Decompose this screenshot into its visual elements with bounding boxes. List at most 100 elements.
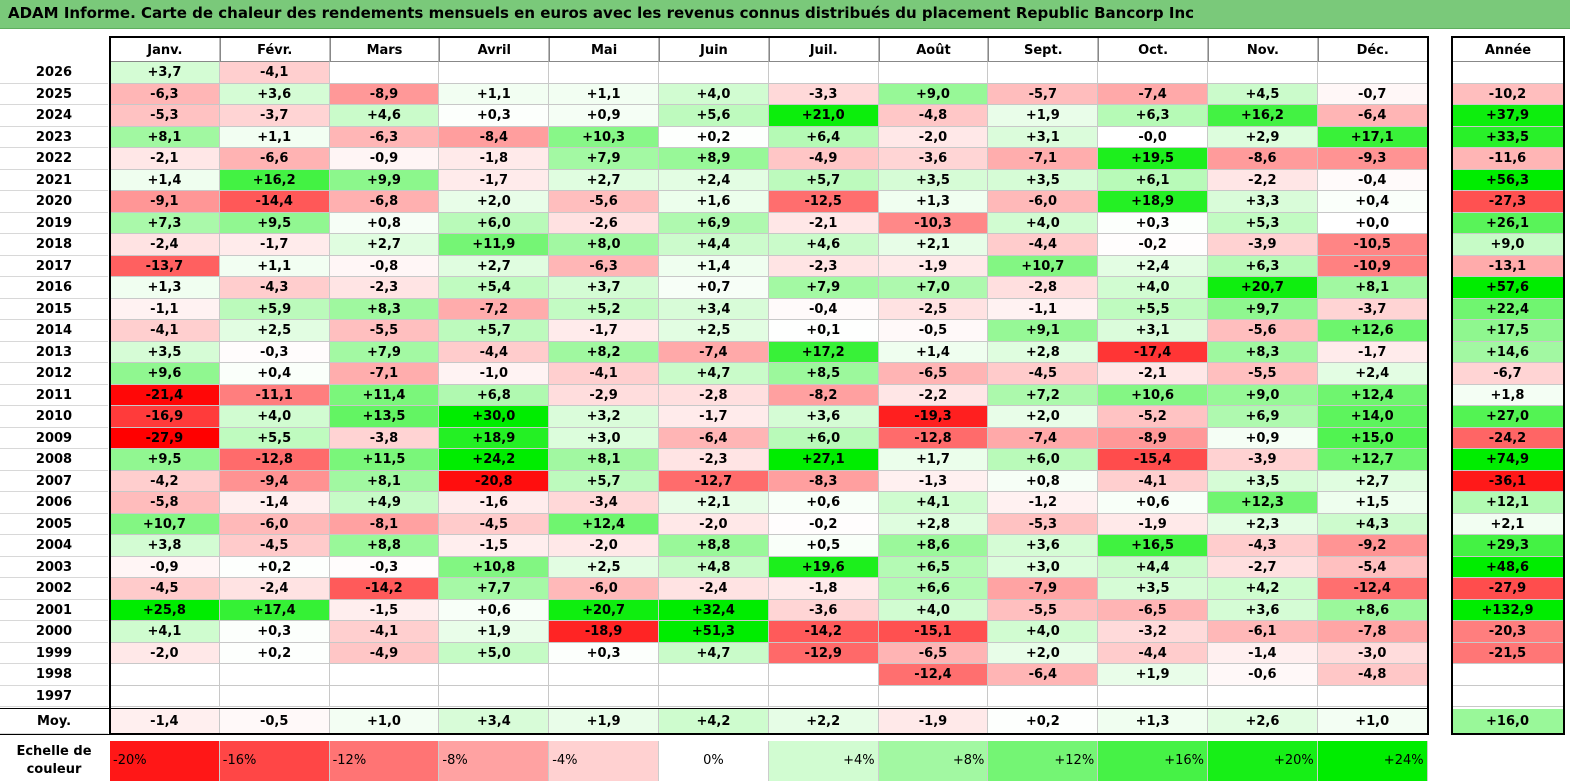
heatmap-cell: +2,8 [988, 341, 1099, 363]
scale-swatch: -16% [219, 741, 330, 781]
year-label: 2005 [0, 514, 108, 535]
heatmap-cell: +5,5 [1098, 298, 1208, 320]
heatmap-cell: -4,5 [439, 513, 550, 535]
heatmap-cell: +4,1 [878, 492, 989, 514]
heatmap-cell: -6,5 [878, 363, 989, 385]
heatmap-cell: +6,4 [768, 126, 879, 148]
year-total-cell: +22,4 [1452, 298, 1564, 320]
heatmap-cell: +0,7 [659, 277, 769, 299]
heatmap-cell: +3,5 [1208, 470, 1318, 492]
year-label: 2015 [0, 299, 108, 320]
average-cell: +3,4 [439, 709, 550, 734]
heatmap-cell [659, 685, 769, 707]
heatmap-cell: -6,3 [110, 83, 220, 105]
heatmap-cell: +6,5 [878, 556, 989, 578]
heatmap-cell: -12,8 [219, 449, 330, 471]
title-bar: ADAM Informe. Carte de chaleur des rende… [0, 0, 1570, 29]
heatmap-cell: -8,9 [1098, 427, 1208, 449]
heatmap-cell: +2,4 [659, 169, 769, 191]
heatmap-cell: -1,7 [549, 320, 659, 342]
heatmap-cell: +3,1 [988, 126, 1099, 148]
heatmap-cell: +5,7 [549, 470, 659, 492]
month-header: Déc. [1317, 37, 1428, 62]
heatmap-cell: +1,9 [439, 621, 550, 643]
heatmap-cell: +6,3 [1098, 105, 1208, 127]
heatmap-cell: -1,4 [219, 492, 330, 514]
heatmap-cell: -1,1 [110, 298, 220, 320]
year-total-cell: -13,1 [1452, 255, 1564, 277]
heatmap-cell: -4,3 [1208, 535, 1318, 557]
year-label: 2002 [0, 578, 108, 600]
heatmap-cell: +0,6 [439, 599, 550, 621]
heatmap-cell: +10,8 [439, 556, 550, 578]
heatmap-cell: +9,7 [1208, 298, 1318, 320]
heatmap-cell: +2,1 [659, 492, 769, 514]
heatmap-cell: -1,8 [439, 148, 550, 170]
heatmap-cell: +3,4 [659, 298, 769, 320]
year-total-cell: +29,3 [1452, 535, 1564, 557]
month-header: Août [878, 37, 989, 62]
heatmap-cell: +16,2 [1208, 105, 1318, 127]
year-total-cell: +132,9 [1452, 599, 1564, 621]
heatmap-cell: +12,3 [1208, 492, 1318, 514]
heatmap-cell: -7,4 [659, 341, 769, 363]
heatmap-cell: +16,2 [219, 169, 330, 191]
heatmap-cell: +1,9 [1098, 664, 1208, 686]
scale-swatch: +12% [988, 741, 1099, 781]
heatmap-cell: +3,5 [988, 169, 1099, 191]
year-total-cell [1452, 685, 1564, 707]
month-header: Sept. [988, 37, 1099, 62]
heatmap-cell: -7,8 [1317, 621, 1428, 643]
heatmap-cell: -7,4 [1098, 83, 1208, 105]
scale-swatch: -12% [329, 741, 440, 781]
heatmap-cell: +5,7 [439, 320, 550, 342]
heatmap-cell: +2,5 [219, 320, 330, 342]
year-total-cell: +2,1 [1452, 513, 1564, 535]
heatmap-cell: -4,5 [219, 535, 330, 557]
year-label: 2018 [0, 234, 108, 256]
heatmap-cell: -6,0 [988, 191, 1099, 213]
heatmap-cell: +4,3 [1317, 513, 1428, 535]
average-cell: +1,0 [1317, 709, 1428, 734]
year-total-header: Année [1452, 37, 1564, 62]
heatmap-cell: +10,6 [1098, 384, 1208, 406]
year-label: 2019 [0, 213, 108, 234]
heatmap-cell [768, 664, 879, 686]
month-header: Juil. [768, 37, 879, 62]
heatmap-cell: -11,1 [219, 384, 330, 406]
heatmap-cell: -1,0 [439, 363, 550, 385]
heatmap-cell: -1,7 [1317, 341, 1428, 363]
heatmap-cell: -0,9 [329, 148, 440, 170]
heatmap-cell: -27,9 [110, 427, 220, 449]
year-label: 2006 [0, 492, 108, 514]
heatmap-cell: +20,7 [549, 599, 659, 621]
heatmap-cell: -8,4 [439, 126, 550, 148]
heatmap-cell: -4,1 [549, 363, 659, 385]
heatmap-cell: +7,9 [549, 148, 659, 170]
heatmap-cell: +0,8 [988, 470, 1099, 492]
heatmap-cell: +17,2 [768, 341, 879, 363]
heatmap-cell: -3,7 [219, 105, 330, 127]
heatmap-cell: -6,0 [219, 513, 330, 535]
heatmap-cell: -4,5 [988, 363, 1099, 385]
heatmap-cell: +12,4 [549, 513, 659, 535]
heatmap-cell: +8,1 [329, 470, 440, 492]
heatmap-cell: +3,8 [110, 535, 220, 557]
heatmap-cell: -2,8 [988, 277, 1099, 299]
heatmap-cell: +18,9 [1098, 191, 1208, 213]
heatmap-cell: -5,5 [1208, 363, 1318, 385]
heatmap-cell: +1,7 [878, 449, 989, 471]
heatmap-cell: -2,8 [659, 384, 769, 406]
heatmap-cell: -10,5 [1317, 234, 1428, 256]
year-label: 2014 [0, 320, 108, 342]
heatmap-cell: +2,7 [1317, 470, 1428, 492]
month-header: Nov. [1208, 37, 1318, 62]
heatmap-cell: +3,6 [219, 83, 330, 105]
scale-swatch: -8% [439, 741, 550, 781]
year-total-cell: +17,5 [1452, 320, 1564, 342]
heatmap-cell: -14,2 [768, 621, 879, 643]
year-total-cell: -27,9 [1452, 578, 1564, 600]
heatmap-cell: +4,0 [988, 212, 1099, 234]
heatmap-cell: -6,5 [1098, 599, 1208, 621]
year-total-cell: +57,6 [1452, 277, 1564, 299]
